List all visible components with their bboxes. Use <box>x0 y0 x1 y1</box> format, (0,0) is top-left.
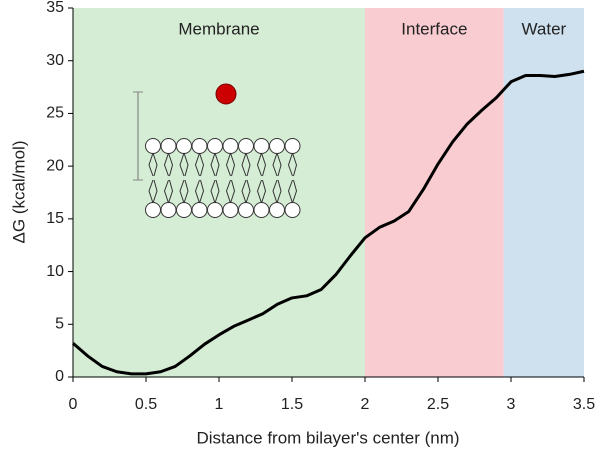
free-energy-curve <box>72 69 585 376</box>
lipid-tail <box>287 152 298 177</box>
region-label: Membrane <box>178 19 259 38</box>
lipid-head <box>176 138 192 154</box>
lipid-head <box>160 202 177 218</box>
lipid-head <box>207 202 223 218</box>
lipid-tail <box>241 152 251 177</box>
lipid-tail <box>194 179 205 204</box>
lipid-tail <box>241 179 251 204</box>
lipid-head <box>238 138 254 154</box>
lipid-tail <box>179 179 189 204</box>
lipid-tail <box>148 152 158 177</box>
lipid-tail <box>163 179 174 204</box>
lipid-tail <box>194 152 205 177</box>
lipid-tail <box>210 152 220 177</box>
lipid-head <box>191 138 208 154</box>
lipid-tail <box>256 179 267 204</box>
y-tick-label: 30 <box>46 52 64 69</box>
lipid-tail <box>225 152 236 177</box>
x-axis-label: Distance from bilayer's center (nm) <box>196 428 459 447</box>
lipid-head <box>207 138 223 154</box>
y-tick-label: 35 <box>46 0 64 16</box>
lipid-head <box>269 138 285 154</box>
lipid-head <box>253 138 270 154</box>
y-tick-label: 25 <box>46 105 64 122</box>
region <box>503 8 584 377</box>
lipid-tail <box>179 152 189 177</box>
x-tick-label: 1 <box>215 396 224 413</box>
lipid-head <box>284 202 301 218</box>
lipid-head <box>176 202 192 218</box>
lipid-tail <box>287 179 298 204</box>
y-tick-label: 15 <box>46 210 64 227</box>
lipid-tail <box>225 179 236 204</box>
x-tick-label: 2.5 <box>427 396 449 413</box>
region-label: Interface <box>401 19 467 38</box>
lipid-tail <box>148 179 158 204</box>
y-tick-label: 5 <box>55 316 64 333</box>
x-tick-label: 3 <box>507 396 516 413</box>
membrane-illustration <box>133 83 301 218</box>
lipid-tail <box>210 179 220 204</box>
lipid-head <box>191 202 208 218</box>
x-tick-label: 2 <box>361 396 370 413</box>
lipid-head <box>222 202 239 218</box>
lipid-head <box>253 202 270 218</box>
lipid-head <box>222 138 239 154</box>
lipid-tail <box>272 152 282 177</box>
y-tick-label: 10 <box>46 263 64 280</box>
lipid-head <box>145 138 161 154</box>
regions: Membrane Interface Water <box>73 8 584 377</box>
x-tick-label: 1.5 <box>281 396 303 413</box>
region <box>365 8 504 377</box>
lipid-tail <box>256 152 267 177</box>
lipid-head <box>238 202 254 218</box>
lipid-head <box>269 202 285 218</box>
x-tick-label: 3.5 <box>573 396 595 413</box>
lipid-tail <box>163 152 174 177</box>
y-tick-label: 20 <box>46 157 64 174</box>
y-tick-label: 0 <box>55 368 64 385</box>
x-tick-label: 0.5 <box>135 396 157 413</box>
solute-molecule <box>215 83 237 105</box>
y-axis-label: ΔG (kcal/mol) <box>9 141 28 244</box>
lipid-tail <box>272 179 282 204</box>
x-tick-label: 0 <box>69 396 78 413</box>
lipid-head <box>145 202 161 218</box>
region-label: Water <box>521 19 566 38</box>
lipid-head <box>284 138 301 154</box>
lipid-head <box>160 138 177 154</box>
